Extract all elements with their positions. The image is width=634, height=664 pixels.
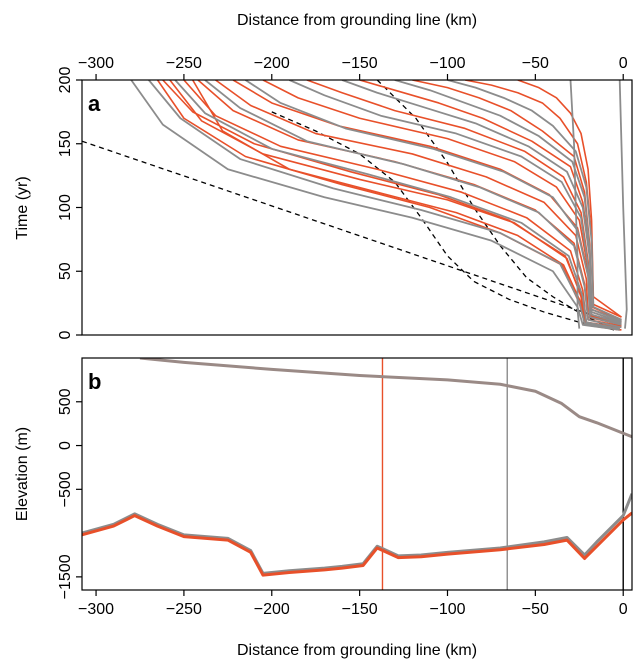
panel-b-y-tick-label: −1500 <box>57 554 74 599</box>
panel-b-y-tick-label: 500 <box>57 388 74 415</box>
panel-a-series-line-gray <box>204 80 622 329</box>
panel-b-x-tick-label: −150 <box>342 601 378 618</box>
panel-a-y-tick-label: 50 <box>57 262 74 280</box>
panel-b-y-axis-label: Elevation (m) <box>14 427 31 521</box>
panel-b-series-line-orange <box>82 511 632 577</box>
panel-a-series-line-gray <box>394 80 622 322</box>
panel-b-x-tick-label: −250 <box>166 601 202 618</box>
panel-a-series-line-gray <box>569 80 581 329</box>
panel-a-top-x-tick-label: −250 <box>166 55 202 72</box>
panel-a-dashed-reference-line <box>82 140 606 321</box>
panel-a-series-line-gray <box>288 80 622 325</box>
panel-b-series-line-gray <box>82 493 632 575</box>
panel-a-y-tick-label: 0 <box>57 330 74 339</box>
panel-b-x-tick-label: 0 <box>619 601 628 618</box>
panel-a-y-tick-label: 150 <box>57 130 74 157</box>
panel-a-series-line-gray <box>148 80 620 330</box>
panel-b-y-tick-label: −500 <box>57 471 74 507</box>
panel-a-top-x-tick-label: −100 <box>429 55 465 72</box>
panel-a-y-tick-label: 200 <box>57 67 74 94</box>
panel-a: −300 −250 −200 −150 −100 −50 0 0 50 100 150 200 <box>57 55 633 339</box>
panel-a-series-line-gray <box>447 80 622 321</box>
panel-b-plot-area <box>82 358 632 590</box>
panel-a-label: a <box>88 91 101 116</box>
top-x-axis-label: Distance from grounding line (km) <box>237 12 477 29</box>
panel-a-y-tick-label: 100 <box>57 194 74 221</box>
panel-a-series-line-orange <box>215 80 622 326</box>
panel-a-plot-area <box>82 80 628 331</box>
panel-b-label: b <box>88 369 101 394</box>
panel-b-y-tick-label: 0 <box>57 441 74 450</box>
panel-a-top-x-tick-label: 0 <box>619 55 628 72</box>
panel-b-x-tick-label: −200 <box>254 601 290 618</box>
panel-a-top-x-tick-label: −200 <box>254 55 290 72</box>
panel-a-y-axis-label: Time (yr) <box>14 176 31 239</box>
panel-a-top-x-tick-label: −50 <box>522 55 549 72</box>
panel-a-top-x-tick-label: −150 <box>342 55 378 72</box>
panel-b-x-tick-label: −100 <box>429 601 465 618</box>
panel-a-series-line-orange <box>464 80 622 318</box>
panel-b-x-tick-label: −50 <box>522 601 549 618</box>
bottom-x-axis-label: Distance from grounding line (km) <box>237 642 477 659</box>
panel-a-series-line-orange <box>169 80 620 331</box>
panel-b-frame <box>81 357 633 591</box>
panel-a-series-line-gray <box>618 80 628 329</box>
panel-a-series-line-orange <box>162 80 620 330</box>
panel-a-series-line-gray <box>130 80 620 331</box>
panel-a-series-line-gray <box>174 80 620 330</box>
panel-b-x-tick-label: −300 <box>78 601 114 618</box>
panel-a-top-x-tick-label: −300 <box>78 55 114 72</box>
panel-a-series-line-gray <box>244 80 622 326</box>
panel-b-series-line-brownish <box>139 358 632 439</box>
